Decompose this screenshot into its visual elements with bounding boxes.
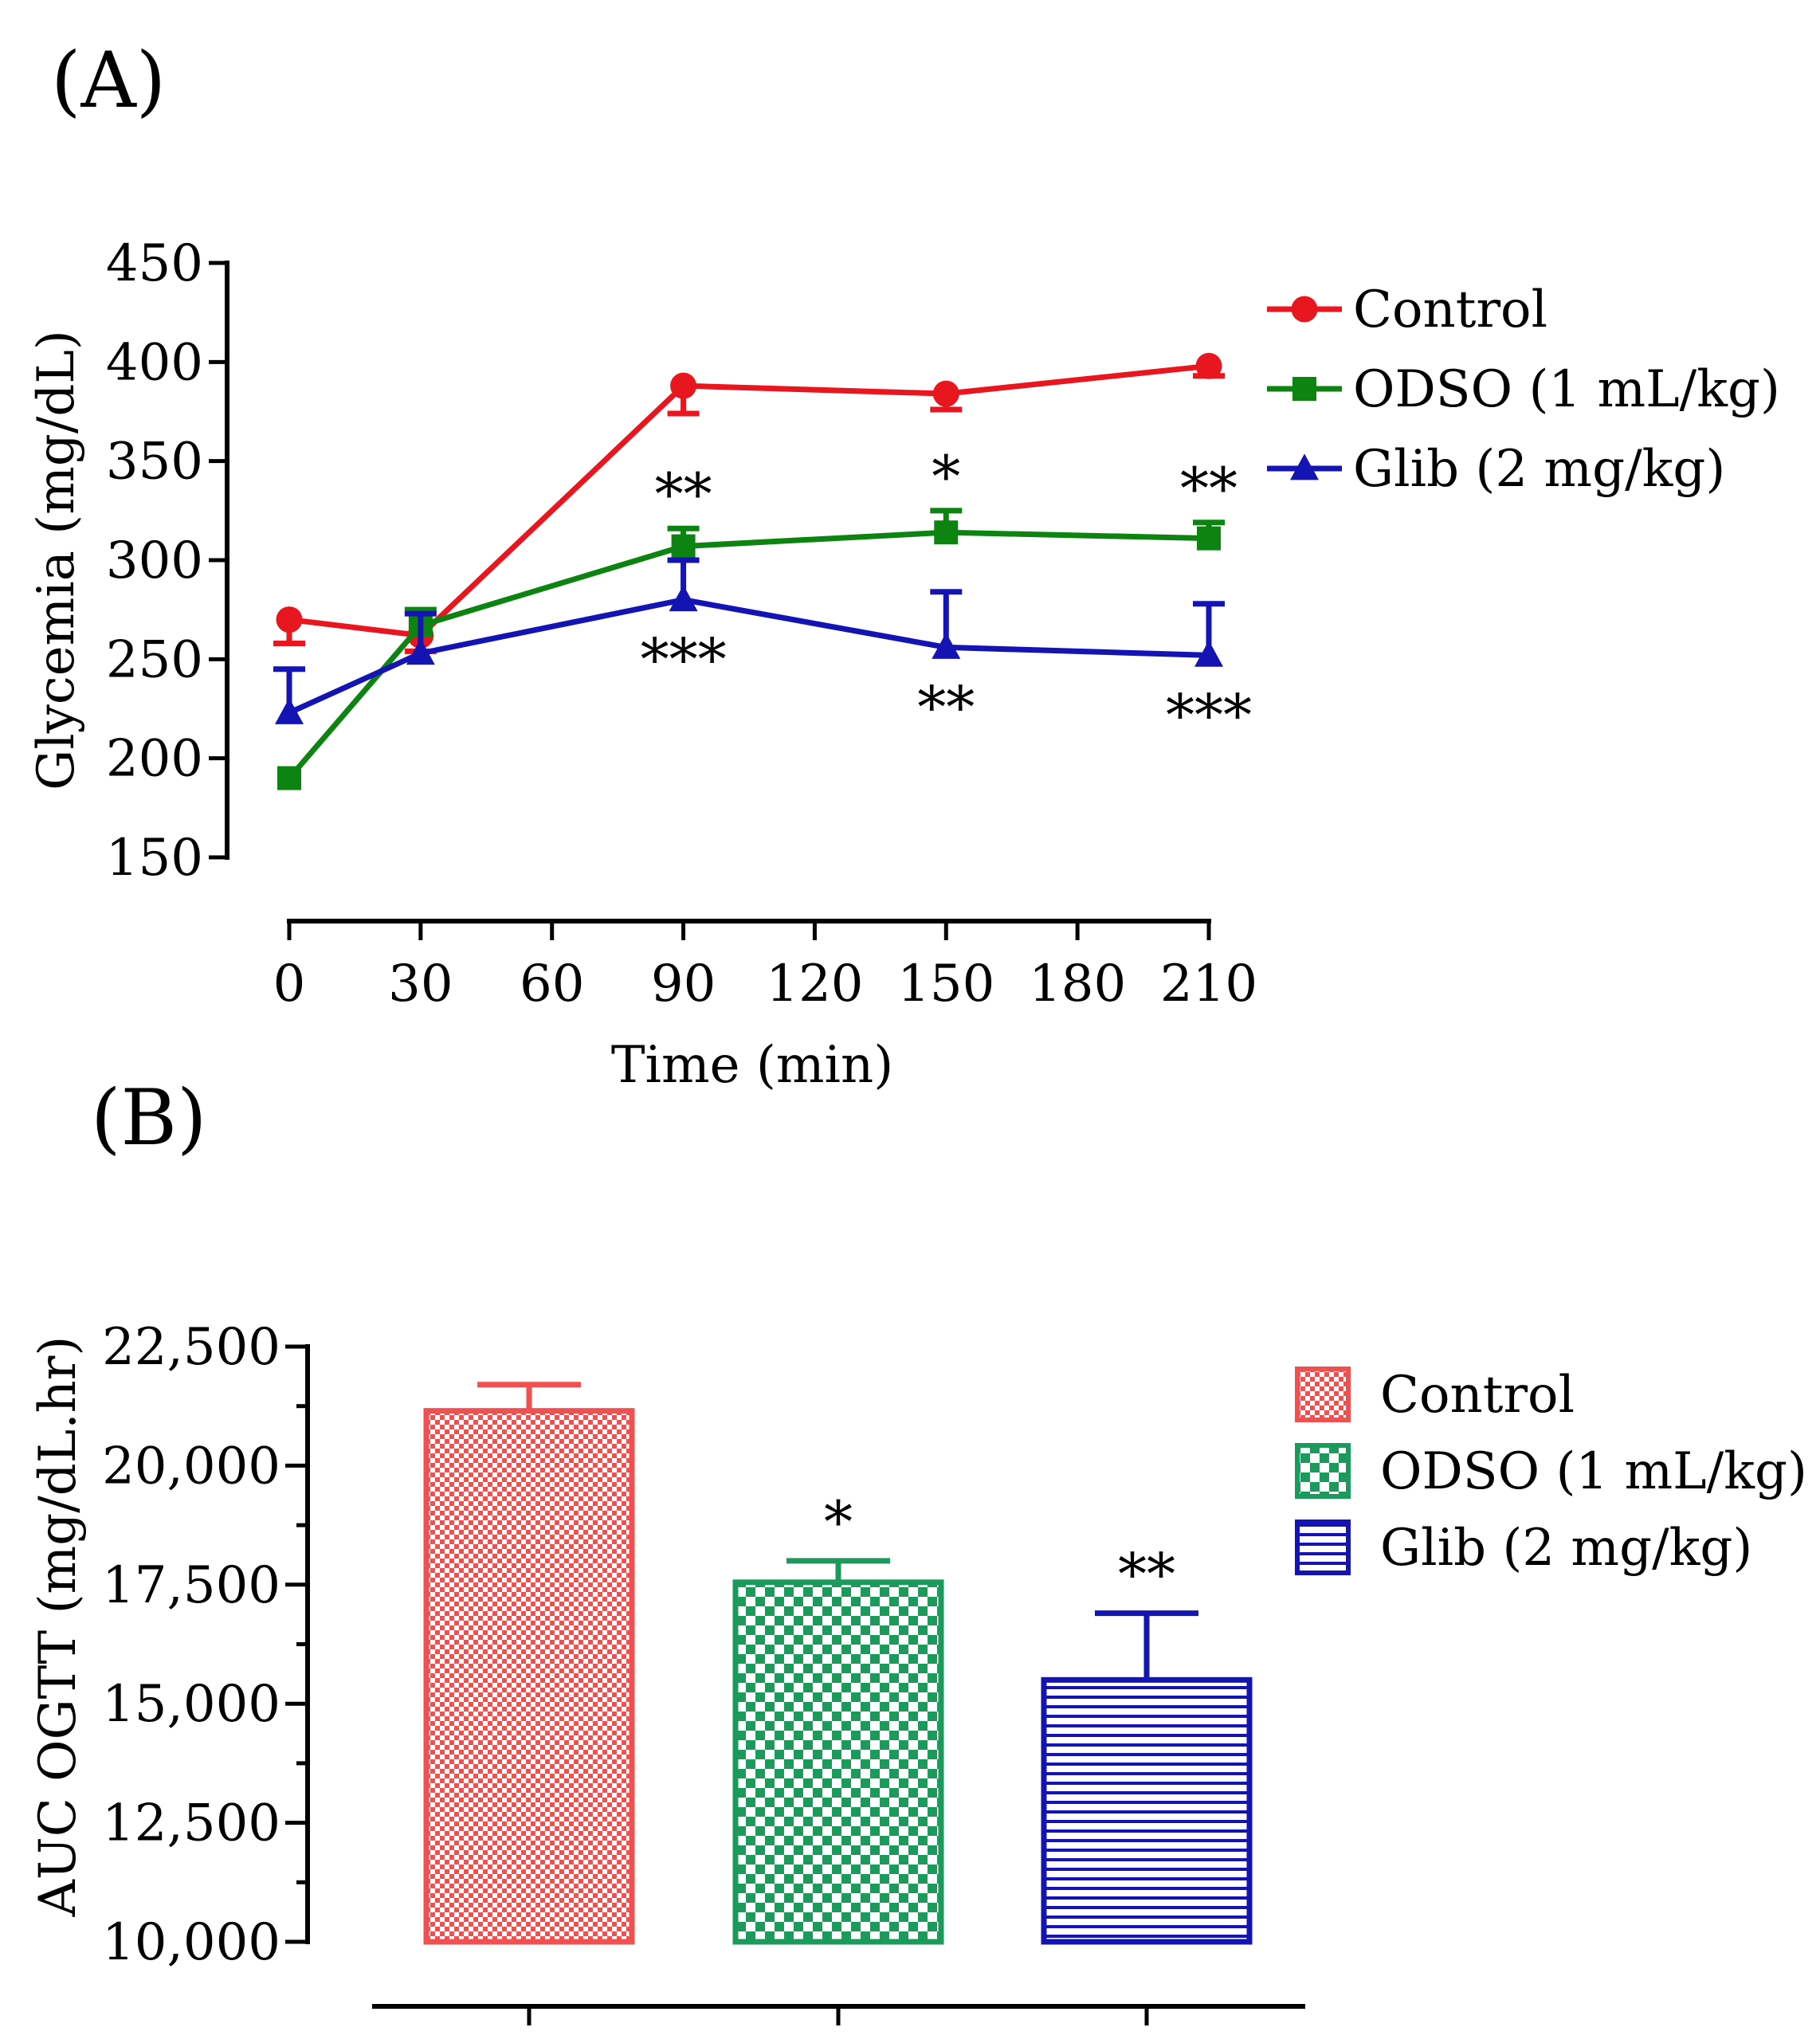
legend-label: ODSO (1 mL/kg) xyxy=(1380,1442,1807,1501)
legend-item-2: Glib (2 mg/kg) xyxy=(1295,1519,1752,1578)
legend-item-0: Control xyxy=(1295,1366,1575,1425)
marker-square xyxy=(1292,377,1316,401)
series-1: ** * ** xyxy=(277,443,1238,790)
series-0 xyxy=(273,352,1225,654)
marker-square xyxy=(934,520,959,545)
marker-triangle xyxy=(1194,640,1223,667)
marker-triangle xyxy=(406,638,435,665)
panel-b-legend: Control ODSO (1 mL/kg) Glib (2 mg/kg) xyxy=(1295,1366,1807,1578)
panel-a-label: (A) xyxy=(51,36,166,125)
marker-triangle xyxy=(932,632,961,659)
y-tick-label: 150 xyxy=(106,829,203,888)
marker-circle xyxy=(670,372,697,399)
y-tick-label: 350 xyxy=(106,433,203,492)
legend-label: Control xyxy=(1380,1366,1575,1425)
bar xyxy=(423,1408,635,1945)
legend-label: Control xyxy=(1353,280,1547,339)
y-tick-label: 300 xyxy=(106,531,203,590)
marker-circle xyxy=(1291,296,1318,323)
marker-circle xyxy=(1195,352,1222,379)
y-tick-label: 17,500 xyxy=(102,1556,280,1615)
significance-label: ** xyxy=(1180,455,1238,522)
legend-item-1: ODSO (1 mL/kg) xyxy=(1267,360,1780,419)
panel-b-bars: *** xyxy=(423,1382,1253,1945)
legend-swatch xyxy=(1295,1443,1351,1499)
y-tick-label: 15,000 xyxy=(102,1675,280,1734)
marker-square xyxy=(1197,526,1221,551)
x-tick-label: 60 xyxy=(520,955,584,1014)
series-line xyxy=(288,363,1210,638)
legend-swatch xyxy=(1295,1520,1351,1575)
panel-b-x-ticks xyxy=(527,2006,1149,2025)
legend-item-0: Control xyxy=(1267,280,1547,339)
x-tick-label: 0 xyxy=(273,955,306,1014)
panel-a-y-ticks: 150 200 250 300 350 400 450 xyxy=(106,234,227,888)
marker-square xyxy=(671,534,696,559)
legend-label: ODSO (1 mL/kg) xyxy=(1353,360,1780,419)
significance-label: *** xyxy=(1166,681,1252,748)
bar xyxy=(732,1579,944,1945)
y-tick-label: 400 xyxy=(106,333,203,392)
marker-square xyxy=(277,766,301,790)
bar xyxy=(1041,1676,1253,1945)
y-tick-label: 20,000 xyxy=(102,1437,280,1496)
panel-b-label: (B) xyxy=(91,1073,206,1163)
y-tick-label: 250 xyxy=(106,630,203,689)
significance-label: * xyxy=(932,443,960,510)
panel-a-series: ** * ******* *** xyxy=(273,352,1252,790)
x-tick-label: 90 xyxy=(651,955,716,1014)
significance-label: ** xyxy=(655,461,712,527)
bar-group-2: ** xyxy=(1041,1541,1253,1945)
x-tick-label: 30 xyxy=(388,955,453,1014)
panel-a-legend: Control ODSO (1 mL/kg) Glib (2 mg/kg) xyxy=(1267,280,1780,499)
marker-triangle xyxy=(275,697,304,724)
legend-item-1: ODSO (1 mL/kg) xyxy=(1295,1442,1807,1501)
bar-group-1: * xyxy=(732,1488,944,1945)
significance-label: * xyxy=(824,1488,853,1555)
y-tick-label: 450 xyxy=(106,234,203,293)
panel-b-y-title: AUC OGTT (mg/dL.hr) xyxy=(29,1336,88,1918)
significance-label: ** xyxy=(917,673,975,740)
x-tick-label: 180 xyxy=(1029,955,1126,1014)
marker-triangle xyxy=(669,585,698,612)
panel-a-x-title: Time (min) xyxy=(611,1036,893,1095)
y-tick-label: 22,500 xyxy=(102,1318,280,1377)
marker-triangle xyxy=(1290,453,1319,480)
bar-group-0 xyxy=(423,1382,635,1945)
x-tick-label: 150 xyxy=(897,955,994,1014)
y-tick-label: 12,500 xyxy=(102,1794,280,1853)
significance-label: *** xyxy=(641,626,727,693)
panel-a-y-title: Glycemia (mg/dL) xyxy=(27,330,86,790)
legend-swatch xyxy=(1295,1367,1351,1422)
marker-circle xyxy=(932,380,959,407)
legend-item-2: Glib (2 mg/kg) xyxy=(1267,440,1725,499)
marker-circle xyxy=(276,606,303,633)
significance-label: ** xyxy=(1118,1541,1175,1608)
x-tick-label: 120 xyxy=(766,955,863,1014)
x-tick-label: 210 xyxy=(1160,955,1257,1014)
legend-label: Glib (2 mg/kg) xyxy=(1380,1519,1752,1578)
panel-b: (B) 10,000 12,500 15,000 17,500 20,000 22,500… xyxy=(29,1073,1807,2025)
panel-b-y-ticks: 10,000 12,500 15,000 17,500 20,000 22,500 xyxy=(102,1318,308,1972)
y-tick-label: 200 xyxy=(106,730,203,789)
legend-label: Glib (2 mg/kg) xyxy=(1353,440,1725,499)
panel-a-x-ticks: 0 30 60 90 120 150 180 210 xyxy=(273,921,1257,1014)
y-tick-label: 10,000 xyxy=(102,1913,280,1972)
series-2: ***** *** xyxy=(273,557,1252,748)
